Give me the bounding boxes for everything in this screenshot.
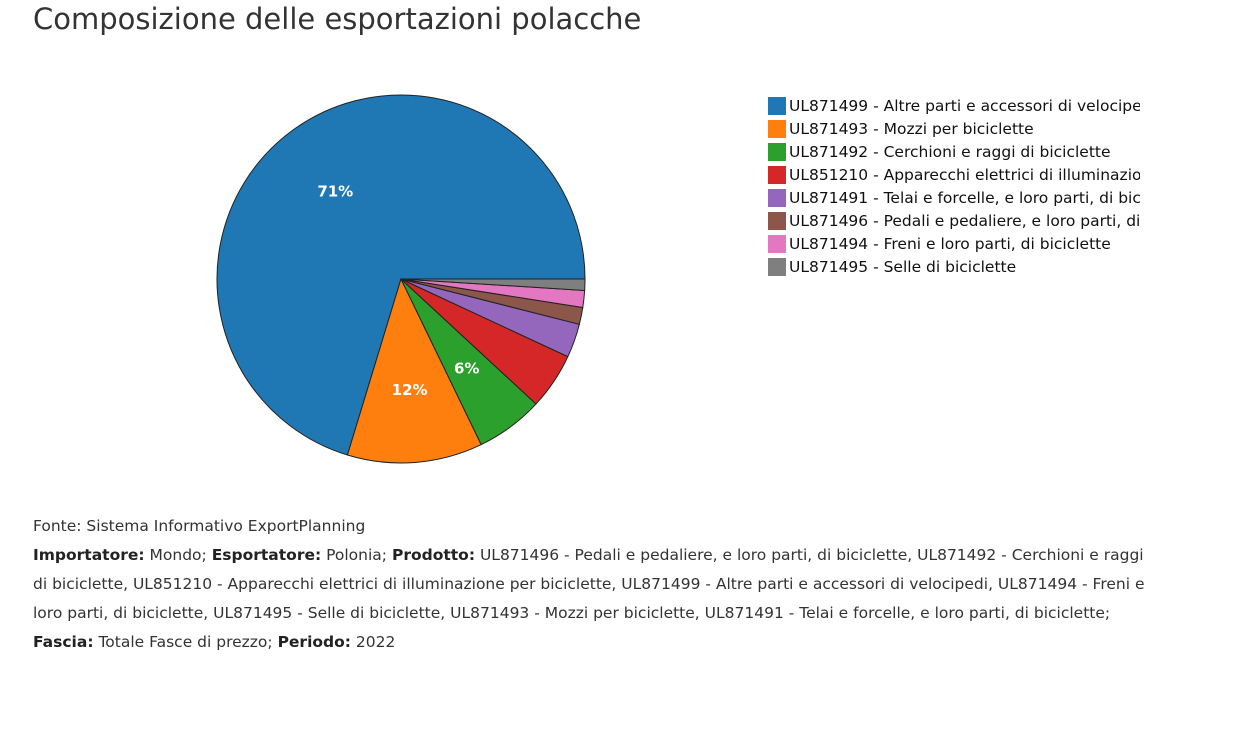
pie-slice-1	[346, 277, 482, 464]
chart-title: Composizione delle esportazioni polacche	[33, 2, 642, 36]
chart-legend: UL871499 - Altre parti e accessori di ve…	[768, 94, 1140, 278]
legend-swatch	[768, 142, 786, 161]
pie-chart: 71% 12% 6%	[216, 94, 586, 464]
legend-label: UL871496 - Pedali e pedaliere, e loro pa…	[789, 211, 1140, 230]
prodotto-label: Prodotto:	[391, 546, 476, 564]
legend-label: UL871499 - Altre parti e accessori di ve…	[789, 96, 1140, 115]
importatore-label: Importatore:	[33, 546, 145, 564]
legend-item-6: UL871494 - Freni e loro parti, di bicicl…	[768, 232, 1140, 255]
legend-swatch	[768, 96, 786, 115]
source-line: Fonte: Sistema Informativo ExportPlannin…	[33, 517, 366, 535]
legend-item-4: UL871491 - Telai e forcelle, e loro part…	[768, 186, 1140, 209]
legend-label: UL871491 - Telai e forcelle, e loro part…	[789, 188, 1140, 207]
prodotto-value: UL871496 - Pedali e pedaliere, e loro pa…	[33, 546, 1145, 622]
legend-item-1: UL871493 - Mozzi per biciclette	[768, 117, 1140, 140]
source-notes: Fonte: Sistema Informativo ExportPlannin…	[33, 512, 1153, 657]
fascia-value: Totale Fasce di prezzo;	[93, 633, 278, 651]
legend-label: UL851210 - Apparecchi elettrici di illum…	[789, 165, 1140, 184]
legend-label: UL871492 - Cerchioni e raggi di biciclet…	[789, 142, 1111, 161]
legend-swatch	[768, 234, 786, 253]
legend-item-5: UL871496 - Pedali e pedaliere, e loro pa…	[768, 209, 1140, 232]
legend-label: UL871493 - Mozzi per biciclette	[789, 119, 1034, 138]
legend-item-7: UL871495 - Selle di biciclette	[768, 255, 1140, 278]
legend-swatch	[768, 119, 786, 138]
pie-label-0: 71%	[317, 182, 353, 200]
esportatore-value: Polonia;	[321, 546, 392, 564]
legend-item-2: UL871492 - Cerchioni e raggi di biciclet…	[768, 140, 1140, 163]
legend-swatch	[768, 165, 786, 184]
pie-label-1: 12%	[392, 381, 428, 399]
legend-swatch	[768, 211, 786, 230]
periodo-label: Periodo:	[277, 633, 351, 651]
fascia-label: Fascia:	[33, 633, 94, 651]
importatore-value: Mondo;	[144, 546, 212, 564]
pie-slice-0	[216, 94, 586, 456]
legend-swatch	[768, 188, 786, 207]
periodo-value: 2022	[350, 633, 396, 651]
filters-description: Importatore: Mondo; Esportatore: Polonia…	[33, 541, 1153, 657]
legend-item-3: UL851210 - Apparecchi elettrici di illum…	[768, 163, 1140, 186]
pie-label-2: 6%	[454, 360, 479, 378]
legend-item-0: UL871499 - Altre parti e accessori di ve…	[768, 94, 1140, 117]
legend-label: UL871494 - Freni e loro parti, di bicicl…	[789, 234, 1111, 253]
legend-label: UL871495 - Selle di biciclette	[789, 257, 1017, 276]
pie-slice-7	[400, 278, 586, 291]
legend-swatch	[768, 257, 786, 276]
esportatore-label: Esportatore:	[211, 546, 322, 564]
